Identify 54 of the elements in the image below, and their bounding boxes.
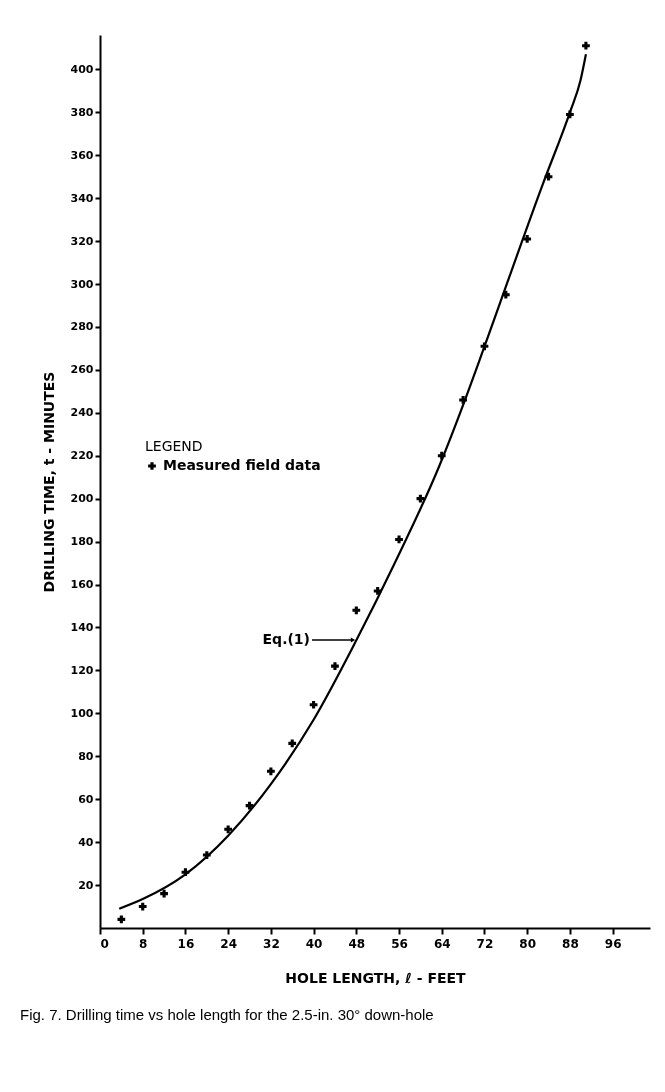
point [523, 235, 532, 243]
y-tick-label: 120 [70, 663, 94, 677]
annotation: Eq.(1) [262, 631, 310, 647]
x-tick-label: 32 [263, 936, 280, 951]
point [288, 739, 297, 748]
point [224, 825, 233, 834]
point [373, 587, 382, 595]
y-tick-label: 400 [70, 62, 94, 76]
y-tick-label: 80 [78, 749, 94, 763]
point [309, 700, 318, 709]
y-tick-label: 300 [70, 277, 94, 291]
point [352, 606, 361, 615]
y-tick-label: 100 [70, 706, 94, 720]
point [117, 915, 126, 924]
y-tick-label: 280 [70, 320, 94, 334]
point [138, 902, 147, 911]
x-tick-label: 0 [100, 936, 109, 951]
y-tick-label: 40 [78, 835, 94, 849]
point [160, 889, 168, 898]
x-tick-label: 16 [177, 936, 195, 951]
x-axis-title: HOLE LENGTH, ℓ - FEET [285, 969, 467, 986]
y-tick-label: 20 [78, 878, 94, 892]
x-tick-label: 56 [391, 936, 408, 951]
y-tick-label: 320 [70, 234, 94, 248]
x-tick-label: 24 [220, 936, 238, 951]
y-tick-label: 180 [70, 535, 94, 549]
x-tick-label: 88 [562, 936, 579, 951]
point [395, 535, 403, 544]
legend-title: LEGEND [145, 438, 203, 454]
legend-label: Measured field data [163, 457, 321, 473]
caption: Fig. 7. Drilling time vs hole length for the 2.5-in. 30° down-hole [20, 1005, 435, 1025]
x-tick-label: 40 [305, 936, 323, 951]
y-tick-label: 60 [78, 792, 94, 806]
x-tick-label: 64 [433, 936, 451, 951]
y-tick-label: 380 [70, 105, 94, 119]
line-series [118, 53, 588, 910]
y-tick-label: 340 [70, 191, 94, 205]
y-tick-label: 260 [70, 363, 94, 377]
y-tick-label: 160 [70, 578, 94, 592]
y-tick-label: 240 [70, 406, 94, 420]
x-tick-label: 8 [139, 936, 148, 951]
x-tick-label: 72 [476, 936, 494, 951]
point [267, 767, 275, 776]
x-tick-label: 96 [604, 936, 622, 951]
x-tick-label: 48 [348, 936, 366, 951]
point [582, 41, 590, 50]
y-tick-label: 360 [70, 148, 94, 162]
y-tick-label: 200 [70, 492, 94, 506]
y-tick-label: 220 [70, 449, 94, 463]
x-tick-label: 80 [519, 936, 537, 951]
point [331, 662, 339, 670]
y-tick-label: 140 [70, 620, 94, 634]
point [416, 494, 425, 503]
y-axis-title: DRILLING TIME, t - MINUTES [40, 371, 57, 593]
